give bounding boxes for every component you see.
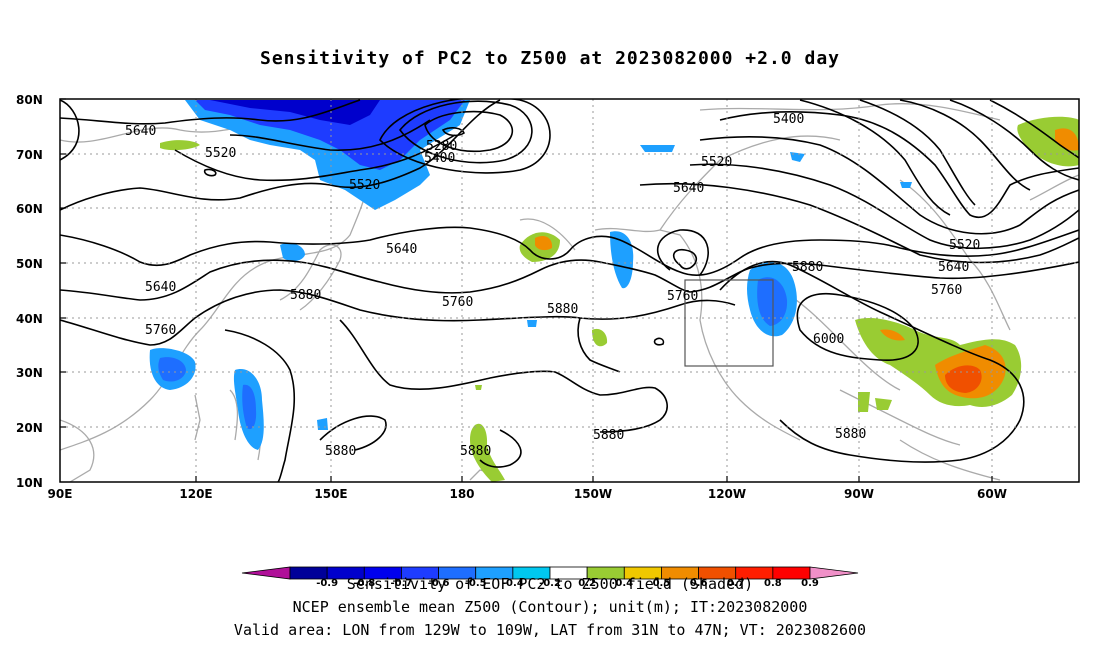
- contour-labels: 5640 5520 5280 5400 5520 5400 5520 5640 …: [125, 112, 980, 459]
- colorbar-label: -0.5: [465, 578, 487, 589]
- map-title: Sensitivity of PC2 to Z500 at 2023082000…: [259, 48, 840, 69]
- footer-line-3: Valid area: LON from 129W to 109W, LAT f…: [233, 621, 867, 639]
- colorbar-label: -0.4: [502, 578, 524, 589]
- longitude-labels: 90E 120E 150E 180 150W 120W 90W 60W: [48, 487, 1007, 501]
- colorbar-label: 0.9: [801, 578, 819, 589]
- lon-label: 120W: [708, 487, 746, 501]
- colorbar-label: 0.4: [615, 578, 633, 589]
- contour-label: 5880: [835, 427, 866, 442]
- colorbar-label: 0.8: [764, 578, 782, 589]
- colorbar: -0.9 -0.8 -0.7 -0.6 -0.5 -0.4 -0.2 0.2 0.4 0.5 0.6…: [241, 566, 859, 589]
- axis-ticks: [60, 98, 993, 482]
- contour-label: 5760: [442, 295, 473, 310]
- colorbar-label: 0.7: [727, 578, 745, 589]
- contour-label: 5880: [593, 428, 624, 443]
- colorbar-label: 0.6: [690, 578, 708, 589]
- lat-label: 80N: [16, 93, 43, 107]
- contour-label: 5880: [325, 444, 356, 459]
- colorbar-label: -0.9: [316, 578, 338, 589]
- contour-label: 5280: [426, 139, 457, 154]
- contour-label: 5640: [145, 280, 176, 295]
- contour-label: 5400: [773, 112, 804, 127]
- contour-label: 5880: [290, 288, 321, 303]
- contour-label: 5640: [125, 124, 156, 139]
- colorbar-label: -0.7: [390, 578, 412, 589]
- colorbar-label: -0.2: [539, 578, 561, 589]
- lon-label: 150W: [574, 487, 612, 501]
- lon-label: 120E: [179, 487, 212, 501]
- contour-label: 5400: [424, 151, 455, 166]
- lon-label: 150E: [314, 487, 347, 501]
- lat-label: 10N: [16, 476, 43, 490]
- lat-label: 20N: [16, 421, 43, 435]
- map-frame: [59, 98, 1080, 483]
- lat-label: 40N: [16, 312, 43, 326]
- valid-area-box: [684, 279, 774, 367]
- colorbar-label: 0.5: [653, 578, 671, 589]
- lat-label: 70N: [16, 148, 43, 162]
- contour-label: 5520: [949, 238, 980, 253]
- contour-label: 5880: [460, 444, 491, 459]
- z500-contours: [60, 99, 1079, 482]
- lat-label: 60N: [16, 202, 43, 216]
- contour-label: 5640: [673, 181, 704, 196]
- graticule: [60, 99, 1079, 482]
- colorbar-max-arrow: [809, 566, 859, 580]
- contour-label: 5520: [701, 155, 732, 170]
- footer-line-1: Sensitivity of EOF PC2 to Z500 field (Sh…: [346, 575, 754, 593]
- lon-label: 60W: [977, 487, 1007, 501]
- colorbar-label: -0.8: [353, 578, 375, 589]
- contour-label: 6000: [813, 332, 844, 347]
- contour-label: 5640: [938, 260, 969, 275]
- footer-line-2: NCEP ensemble mean Z500 (Contour); unit(…: [292, 598, 808, 616]
- contour-label: 5880: [792, 260, 823, 275]
- contour-label: 5640: [386, 242, 417, 257]
- lat-label: 30N: [16, 366, 43, 380]
- latitude-labels: 80N 70N 60N 50N 40N 30N 20N 10N: [16, 93, 43, 490]
- lon-label: 90E: [48, 487, 73, 501]
- contour-label: 5760: [931, 283, 962, 298]
- colorbar-label: 0.2: [578, 578, 596, 589]
- lon-label: 90W: [844, 487, 874, 501]
- contour-label: 5520: [349, 178, 380, 193]
- lon-label: 180: [449, 487, 474, 501]
- colorbar-label: -0.6: [428, 578, 450, 589]
- lat-label: 50N: [16, 257, 43, 271]
- contour-label: 5760: [145, 323, 176, 338]
- contour-label: 5520: [205, 146, 236, 161]
- contour-label: 5760: [667, 289, 698, 304]
- contour-label: 5880: [547, 302, 578, 317]
